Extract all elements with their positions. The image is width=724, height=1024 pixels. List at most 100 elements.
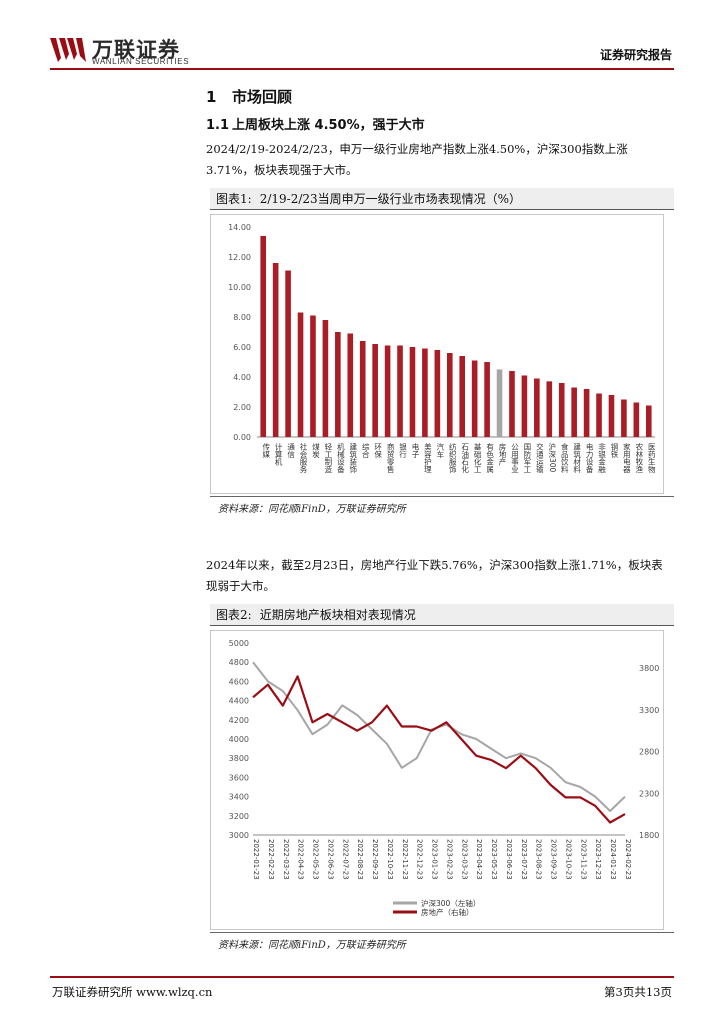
- bar-7: [347, 333, 354, 437]
- logo-english-text: WANLIAN SECURITIES: [92, 57, 190, 66]
- bar-12: [409, 347, 416, 437]
- x-tick-label: 2024-02-23: [624, 839, 632, 880]
- x-tick-label: 2023-08-23: [535, 839, 543, 880]
- x-tick-label: 建筑装饰: [349, 442, 358, 475]
- right-axis-tick-label: 3300: [639, 706, 659, 715]
- x-tick-label: 房地产: [498, 442, 507, 467]
- x-tick-label: 传媒: [261, 442, 270, 460]
- y-tick-label: 2.00: [233, 403, 251, 412]
- left-axis-tick-label: 3600: [229, 773, 249, 782]
- bar-13: [422, 348, 428, 437]
- left-axis-tick-label: 3000: [229, 831, 249, 840]
- x-tick-label: 国防军工: [523, 443, 532, 474]
- x-tick-label: 2022-03-23: [282, 839, 290, 880]
- left-axis-tick-label: 4800: [229, 658, 249, 667]
- figure2-title-bar: 图表2: 近期房地产板块相对表现情况: [210, 604, 674, 626]
- x-tick-label: 电力设备: [585, 442, 594, 475]
- left-axis-tick-label: 3800: [229, 754, 249, 763]
- bar-3: [297, 312, 304, 437]
- subsection-heading: 1.1 上周板块上涨 4.50%，强于大市: [206, 114, 425, 133]
- figure2-source-divider: [210, 932, 674, 933]
- left-axis-tick-label: 5000: [229, 639, 249, 648]
- right-axis-tick-label: 3800: [639, 664, 659, 673]
- x-tick-label: 非银金融: [597, 442, 606, 475]
- x-tick-label: 2022-10-23: [386, 839, 394, 880]
- bar-11: [397, 345, 403, 437]
- left-axis-tick-label: 3200: [229, 812, 249, 821]
- x-tick-label: 2024-01-23: [609, 839, 617, 880]
- bar-2: [285, 270, 291, 437]
- x-tick-label: 机械设备: [336, 442, 345, 475]
- bar-28: [608, 395, 615, 437]
- series-line-0: [252, 661, 626, 812]
- x-tick-label: 纺织服饰: [448, 442, 457, 475]
- bar-21: [521, 375, 528, 437]
- section-heading: 1 市场回顾: [206, 86, 292, 107]
- x-tick-label: 公用事业: [510, 443, 519, 473]
- bar-31: [645, 405, 652, 437]
- bar-15: [446, 353, 453, 437]
- x-tick-label: 2023-05-23: [490, 839, 498, 880]
- x-tick-label: 农林牧渔: [635, 442, 644, 474]
- x-tick-label: 2023-03-23: [460, 839, 468, 880]
- right-axis-tick-label: 2800: [639, 748, 659, 757]
- x-tick-label: 汽车: [436, 442, 445, 460]
- bar-6: [335, 332, 341, 437]
- bar-25: [571, 387, 577, 437]
- figure1-title-bar: 图表1: 2/19-2/23当周申万一级行业市场表现情况（%）: [210, 188, 674, 210]
- figure1-chart-frame: 0.00 2.00 4.00 6.00 8.00 10.00 12.00 14.00 传媒 计算机…: [210, 214, 664, 494]
- x-tick-label: 2022-09-23: [371, 839, 379, 880]
- legend-label-0: 沪深300（左轴）: [421, 898, 480, 908]
- x-tick-label: 2022-06-23: [326, 839, 334, 880]
- y-tick-label: 0.00: [233, 433, 251, 442]
- header-divider: [50, 68, 674, 70]
- paragraph-ytd-performance: 2024年以来，截至2月23日，房地产行业下跌5.76%，沪深300指数上涨1.…: [206, 558, 663, 593]
- x-tick-label: 2023-04-23: [475, 839, 483, 880]
- x-tick-label: 家用电器: [622, 442, 631, 475]
- figure1-label: 图表1:: [216, 192, 252, 206]
- x-tick-label: 2022-07-23: [341, 839, 349, 880]
- bar-27: [596, 393, 602, 437]
- paragraph-weekly-performance: 2024/2/19-2024/2/23，申万一级行业房地产指数上涨4.50%，沪…: [206, 142, 628, 177]
- x-tick-label: 计算机: [274, 442, 283, 467]
- x-tick-label: 商贸零售: [386, 442, 395, 475]
- bar-4: [310, 315, 316, 437]
- section-title: 市场回顾: [232, 88, 293, 106]
- left-axis-tick-label: 4600: [229, 677, 249, 686]
- bar-5: [322, 320, 329, 437]
- relative-performance-line-chart: 3000 3200 3400 3600 3800 4000 4200 4400 4600 4800…: [229, 639, 660, 917]
- y-tick-label: 10.00: [228, 283, 251, 292]
- x-tick-label: 建筑材料: [572, 442, 581, 475]
- x-tick-label: 社会服务: [299, 442, 308, 475]
- x-tick-label: 银行: [398, 443, 407, 460]
- figure2-source: 资料来源：同花顺iFinD，万联证券研究所: [218, 940, 406, 951]
- bar-18: [484, 362, 490, 437]
- x-tick-label: 2023-02-23: [445, 839, 453, 880]
- x-tick-label: 交通运输: [535, 442, 544, 475]
- bar-1: [272, 263, 279, 437]
- bar-16: [459, 356, 466, 437]
- bar-19: [496, 369, 503, 437]
- figure2-title: 近期房地产板块相对表现情况: [259, 608, 416, 622]
- series-line-1: [252, 675, 626, 824]
- x-tick-label: 通信: [286, 442, 295, 460]
- subsection-title: 上周板块上涨 4.50%，强于大市: [232, 118, 425, 133]
- x-tick-label: 2022-05-23: [312, 839, 320, 880]
- x-tick-label: 2023-07-23: [520, 839, 528, 880]
- figure2-label: 图表2:: [216, 608, 252, 622]
- x-tick-label: 煤炭: [311, 442, 320, 460]
- bar-14: [434, 350, 441, 437]
- bar-0: [260, 236, 267, 437]
- report-type-label: 证券研究报告: [599, 48, 672, 62]
- figure2-chart-frame: 3000 3200 3400 3600 3800 4000 4200 4400 4600 4800…: [210, 630, 664, 930]
- legend-label-1: 房地产（右轴）: [421, 907, 474, 917]
- x-tick-label: 食品饮料: [560, 442, 569, 475]
- y-tick-label: 8.00: [233, 313, 251, 322]
- left-axis-tick-label: 4400: [229, 697, 249, 706]
- y-tick-label: 6.00: [233, 343, 251, 352]
- bar-30: [633, 402, 640, 437]
- x-tick-label: 钢铁: [610, 442, 619, 460]
- bar-8: [359, 341, 366, 437]
- bar-9: [372, 344, 378, 437]
- figure1-title: 2/19-2/23当周申万一级行业市场表现情况（%）: [259, 192, 522, 206]
